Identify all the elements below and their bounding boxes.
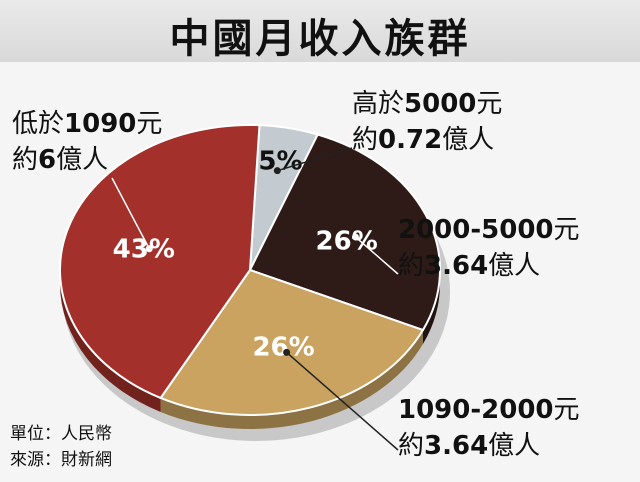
label-high-income: 高於5000元 約0.72億人 [352, 89, 503, 155]
leader-line-upper_mid [354, 236, 399, 275]
leader-line-high [277, 147, 353, 172]
footnote-source: 來源：財新網 [10, 450, 112, 470]
leader-line-mid [286, 351, 399, 451]
pie-slice-low [59, 124, 261, 400]
label-low-income: 低於1090元 約6億人 [12, 109, 163, 175]
pie-side-upper_mid [422, 270, 440, 345]
leader-dot-mid [283, 348, 291, 356]
label-middle-income: 1090-2000元 約3.64億人 [398, 395, 580, 461]
leader-dot-upper_mid [351, 233, 359, 241]
pie-slice-mid [159, 268, 425, 416]
pct-label-upper_mid: 26% [316, 227, 378, 257]
pie-slice-upper_mid [248, 133, 441, 332]
label-upper-middle-income: 2000-5000元 約3.64億人 [398, 215, 580, 281]
leader-line-low [111, 177, 150, 250]
chart-title: 中國月收入族群 [169, 16, 471, 62]
leader-dot-low [145, 245, 153, 253]
pct-label-mid: 26% [252, 333, 314, 363]
pie-side-mid [160, 330, 423, 429]
footnote-unit: 單位：人民幣 [10, 424, 112, 444]
pie-side-low [60, 270, 161, 412]
leader-dot-high [273, 167, 281, 175]
